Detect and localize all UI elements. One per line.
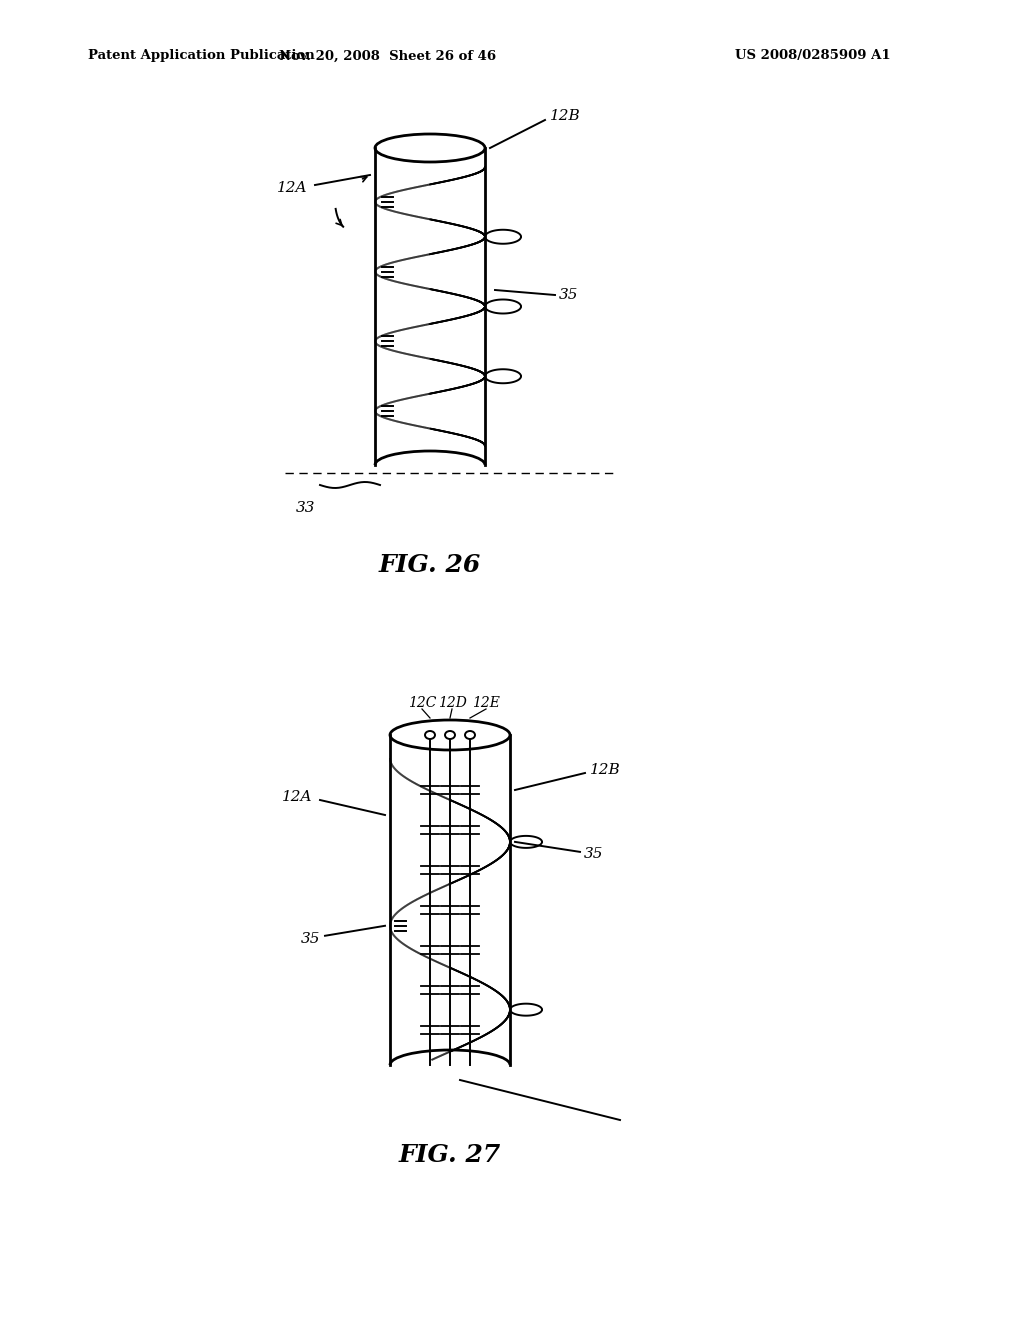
Text: US 2008/0285909 A1: US 2008/0285909 A1 [735, 49, 891, 62]
Ellipse shape [425, 731, 435, 739]
Text: 33: 33 [296, 502, 315, 515]
Ellipse shape [445, 731, 455, 739]
Text: 35: 35 [559, 288, 579, 302]
Ellipse shape [465, 731, 475, 739]
Text: FIG. 27: FIG. 27 [399, 1143, 501, 1167]
Text: Nov. 20, 2008  Sheet 26 of 46: Nov. 20, 2008 Sheet 26 of 46 [280, 49, 497, 62]
Text: 35: 35 [584, 847, 603, 861]
Text: 12C: 12C [408, 696, 436, 710]
Text: Patent Application Publication: Patent Application Publication [88, 49, 314, 62]
Text: 12B: 12B [550, 110, 581, 123]
Text: 12D: 12D [437, 696, 467, 710]
Text: 12E: 12E [472, 696, 500, 710]
Text: 12A: 12A [276, 181, 307, 195]
Text: 12B: 12B [590, 763, 621, 777]
Text: 35: 35 [300, 932, 319, 945]
Text: 12A: 12A [282, 789, 312, 804]
Text: FIG. 26: FIG. 26 [379, 553, 481, 577]
